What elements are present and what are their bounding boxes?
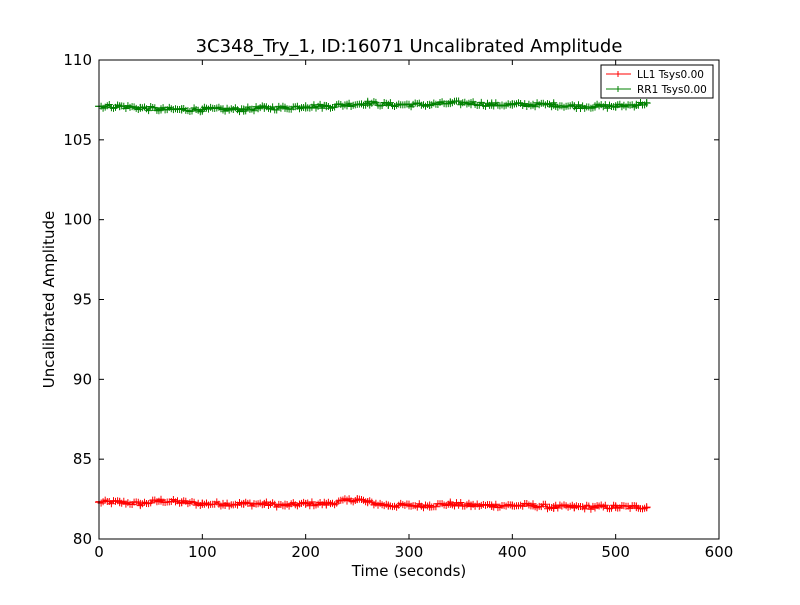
data-point (487, 100, 496, 109)
data-point (642, 99, 651, 108)
x-tick-label: 300 (395, 543, 424, 561)
x-tick-label: 500 (601, 543, 630, 561)
data-point (467, 501, 475, 510)
legend-label: RR1 Tsys0.00 (637, 84, 707, 96)
data-point (177, 105, 186, 114)
legend-marker (615, 71, 621, 77)
legend-label: LL1 Tsys0.00 (637, 69, 704, 81)
data-point (260, 499, 269, 508)
data-point (343, 496, 351, 505)
data-point (549, 503, 558, 512)
data-point (157, 496, 165, 505)
y-tick-label: 105 (63, 131, 92, 149)
data-point (405, 501, 413, 510)
legend: LL1 Tsys0.00 RR1 Tsys0.00 (600, 64, 714, 99)
data-point (384, 501, 393, 510)
x-tick-label: 0 (94, 543, 104, 561)
data-point (343, 100, 351, 109)
data-point (611, 503, 620, 512)
data-point (198, 499, 207, 508)
y-tick-label: 85 (73, 450, 92, 468)
plot-area (99, 60, 719, 539)
data-point (301, 102, 310, 111)
data-point (322, 102, 331, 111)
data-point (239, 499, 248, 508)
data-point (198, 105, 207, 114)
y-tick-label: 110 (63, 51, 92, 69)
data-point (425, 501, 434, 510)
legend-marker (615, 86, 621, 92)
data-point (591, 102, 599, 111)
data-point (157, 105, 165, 114)
data-point (529, 501, 537, 510)
data-point (219, 499, 227, 508)
data-point (281, 501, 289, 510)
data-point (508, 100, 517, 109)
data-point (281, 103, 289, 112)
data-point (301, 499, 310, 508)
data-point (487, 501, 496, 510)
x-tick-label: 200 (291, 543, 320, 561)
data-point (219, 105, 227, 114)
data-point (508, 501, 517, 510)
data-point (446, 99, 455, 108)
data-point (529, 100, 537, 109)
chart-title: 3C348_Try_1, ID:16071 Uncalibrated Ampli… (196, 36, 623, 57)
data-point (611, 102, 620, 111)
data-point (136, 103, 145, 112)
data-point (467, 99, 475, 108)
x-axis-label: Time (seconds) (351, 562, 467, 580)
data-point (570, 102, 579, 111)
legend-box (600, 64, 714, 99)
data-point (239, 105, 248, 114)
data-point (115, 498, 124, 507)
legend-item: LL1 Tsys0.00 (606, 69, 704, 81)
data-point (177, 498, 186, 507)
x-tick-label: 400 (498, 543, 527, 561)
y-tick-label: 95 (73, 291, 92, 309)
data-point (632, 503, 641, 512)
data-point (260, 103, 269, 112)
y-tick-label: 80 (73, 530, 92, 548)
data-point (363, 498, 372, 507)
data-point (363, 99, 372, 108)
data-point (591, 503, 599, 512)
data-point (549, 100, 558, 109)
data-point (322, 499, 331, 508)
y-tick-label: 90 (73, 370, 92, 388)
data-point (632, 100, 641, 109)
data-point (353, 495, 362, 504)
data-point (446, 499, 455, 508)
x-tick-label: 600 (705, 543, 734, 561)
data-point (136, 499, 145, 508)
y-axis-label: Uncalibrated Amplitude (40, 211, 58, 388)
x-tick-label: 100 (188, 543, 217, 561)
data-point (405, 100, 413, 109)
legend-item: RR1 Tsys0.00 (606, 84, 707, 96)
data-point (425, 100, 434, 109)
data-point (115, 102, 124, 111)
data-point (570, 503, 579, 512)
y-tick-label: 100 (63, 211, 92, 229)
data-point (642, 503, 651, 512)
data-point (384, 100, 393, 109)
